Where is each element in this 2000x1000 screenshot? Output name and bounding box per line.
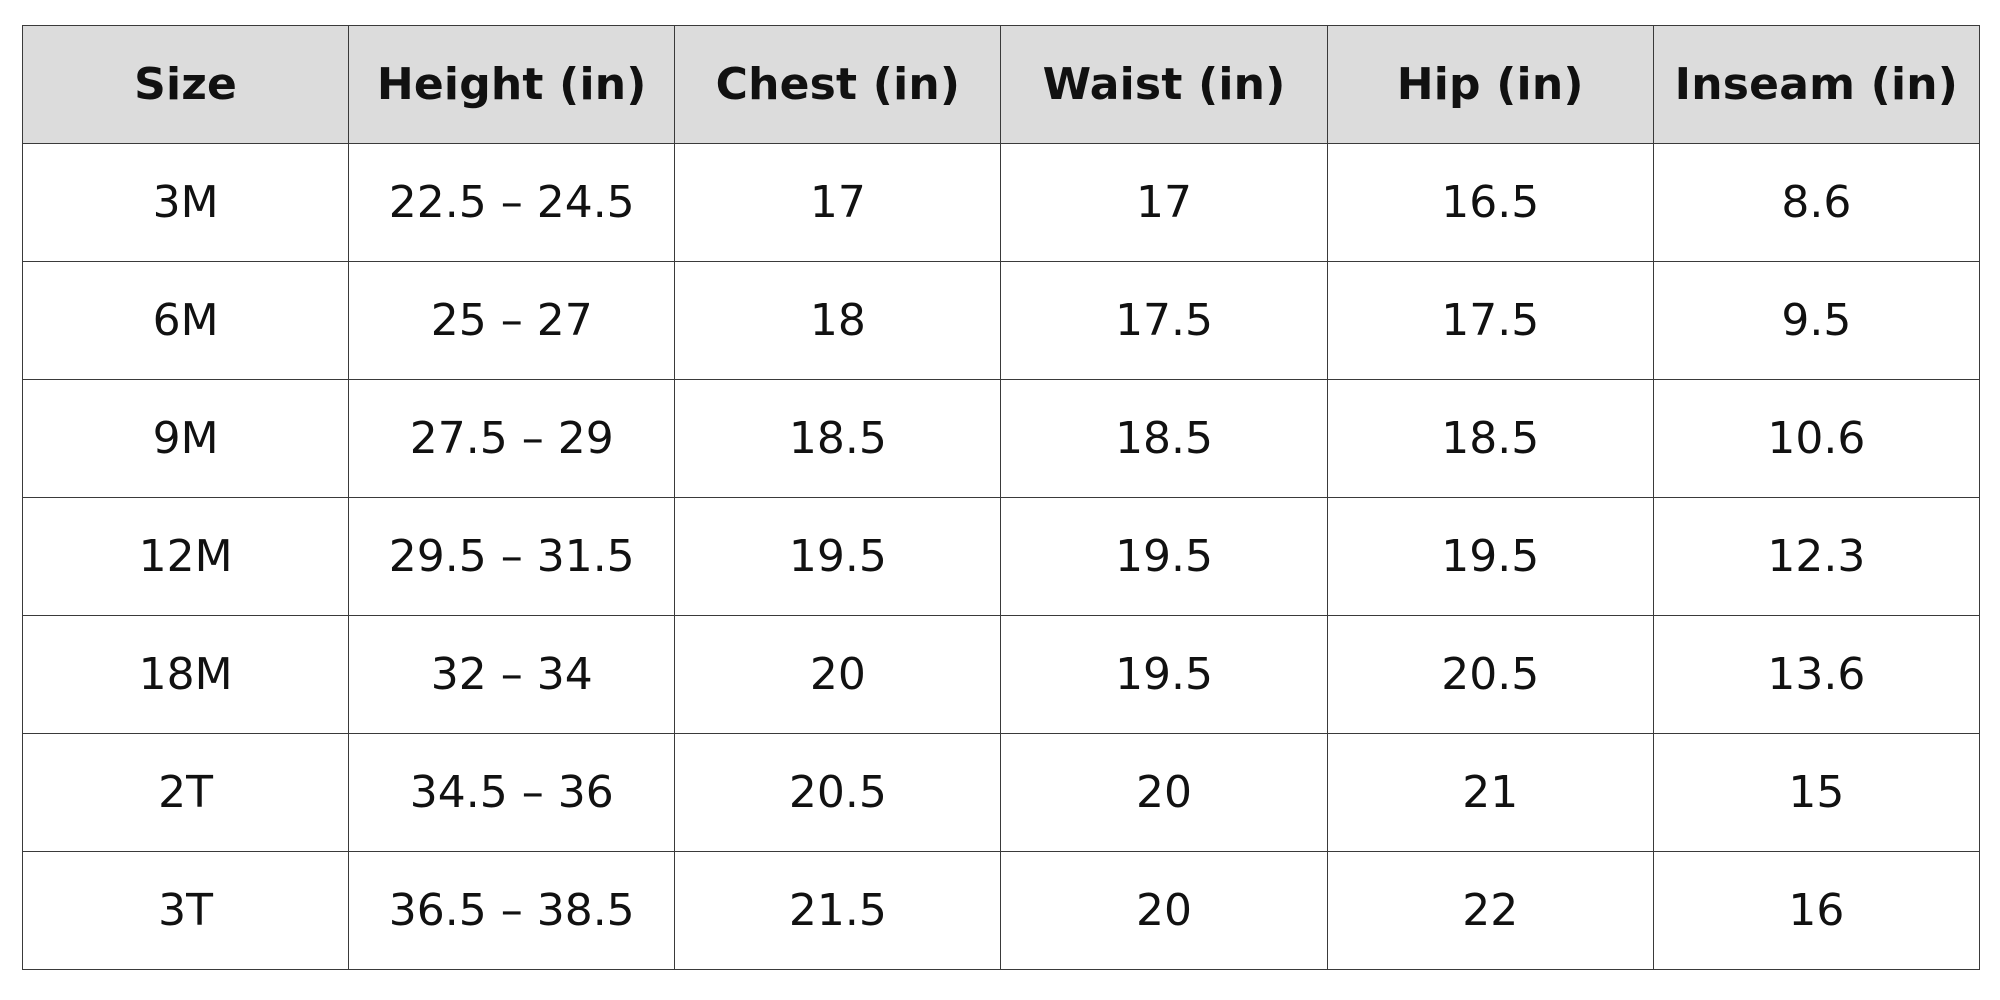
cell-height: 22.5 – 24.5 [348, 143, 676, 262]
cell-hip: 19.5 [1326, 497, 1654, 616]
cell-waist: 19.5 [1000, 497, 1328, 616]
cell-chest: 18 [674, 261, 1002, 380]
cell-waist: 18.5 [1000, 379, 1328, 498]
cell-inseam: 12.3 [1652, 497, 1981, 616]
table-row: 12M 29.5 – 31.5 19.5 19.5 19.5 12.3 [21, 497, 1981, 616]
cell-height: 34.5 – 36 [348, 733, 676, 852]
cell-height: 25 – 27 [348, 261, 676, 380]
cell-waist: 17 [1000, 143, 1328, 262]
header-inseam: Inseam (in) [1652, 25, 1981, 144]
table-row: 2T 34.5 – 36 20.5 20 21 15 [21, 733, 1981, 852]
cell-waist: 19.5 [1000, 615, 1328, 734]
cell-inseam: 9.5 [1652, 261, 1981, 380]
cell-inseam: 10.6 [1652, 379, 1981, 498]
cell-chest: 17 [674, 143, 1002, 262]
cell-hip: 20.5 [1326, 615, 1654, 734]
cell-chest: 19.5 [674, 497, 1002, 616]
header-hip: Hip (in) [1326, 25, 1654, 144]
header-waist: Waist (in) [1000, 25, 1328, 144]
table-row: 3T 36.5 – 38.5 21.5 20 22 16 [21, 851, 1981, 970]
cell-size: 12M [21, 497, 350, 616]
table-header-row: Size Height (in) Chest (in) Waist (in) H… [21, 25, 1981, 144]
table-row: 3M 22.5 – 24.5 17 17 16.5 8.6 [21, 143, 1981, 262]
cell-inseam: 13.6 [1652, 615, 1981, 734]
cell-hip: 16.5 [1326, 143, 1654, 262]
cell-size: 9M [21, 379, 350, 498]
cell-hip: 18.5 [1326, 379, 1654, 498]
table-row: 18M 32 – 34 20 19.5 20.5 13.6 [21, 615, 1981, 734]
cell-waist: 20 [1000, 733, 1328, 852]
cell-inseam: 16 [1652, 851, 1981, 970]
cell-hip: 22 [1326, 851, 1654, 970]
cell-height: 36.5 – 38.5 [348, 851, 676, 970]
size-chart-table: Size Height (in) Chest (in) Waist (in) H… [21, 25, 1981, 970]
cell-chest: 20 [674, 615, 1002, 734]
cell-chest: 20.5 [674, 733, 1002, 852]
cell-size: 18M [21, 615, 350, 734]
cell-chest: 18.5 [674, 379, 1002, 498]
cell-height: 32 – 34 [348, 615, 676, 734]
cell-waist: 20 [1000, 851, 1328, 970]
cell-size: 3T [21, 851, 350, 970]
cell-hip: 21 [1326, 733, 1654, 852]
cell-size: 3M [21, 143, 350, 262]
cell-hip: 17.5 [1326, 261, 1654, 380]
header-chest: Chest (in) [674, 25, 1002, 144]
cell-height: 27.5 – 29 [348, 379, 676, 498]
cell-waist: 17.5 [1000, 261, 1328, 380]
cell-size: 2T [21, 733, 350, 852]
cell-height: 29.5 – 31.5 [348, 497, 676, 616]
cell-inseam: 8.6 [1652, 143, 1981, 262]
header-size: Size [21, 25, 350, 144]
table-row: 6M 25 – 27 18 17.5 17.5 9.5 [21, 261, 1981, 380]
table-row: 9M 27.5 – 29 18.5 18.5 18.5 10.6 [21, 379, 1981, 498]
header-height: Height (in) [348, 25, 676, 144]
cell-size: 6M [21, 261, 350, 380]
cell-inseam: 15 [1652, 733, 1981, 852]
cell-chest: 21.5 [674, 851, 1002, 970]
